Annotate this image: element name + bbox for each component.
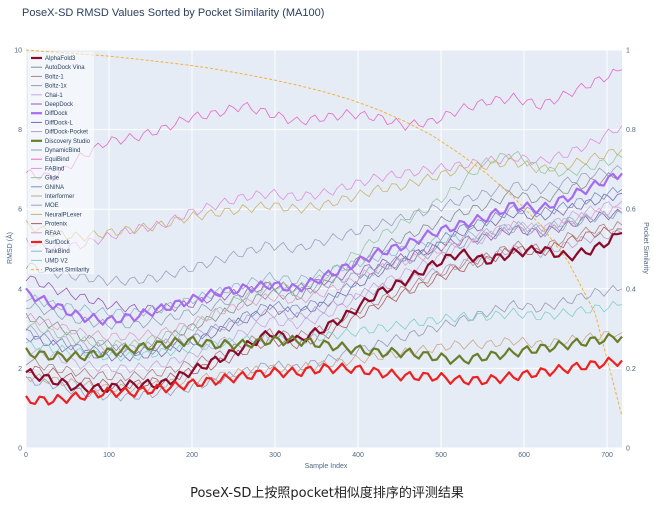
legend-label: RFAA bbox=[45, 231, 61, 237]
y-tick-label: 8 bbox=[18, 127, 22, 134]
legend-label: MOE bbox=[45, 203, 59, 209]
legend-label: Boltz-1x bbox=[45, 84, 67, 90]
legend-label: DeepDock bbox=[45, 102, 74, 108]
legend-label: DiffDock-L bbox=[45, 120, 74, 126]
legend-item[interactable]: DiffDock-Pocket bbox=[31, 130, 88, 136]
y2-tick-label: 0.6 bbox=[626, 207, 636, 214]
chart-svg: PoseX-SD RMSD Values Sorted by Pocket Si… bbox=[5, 7, 649, 470]
y2-tick-label: 0 bbox=[626, 446, 630, 453]
legend-item[interactable]: AlphaFold3 bbox=[31, 56, 76, 62]
legend-label: Glide bbox=[45, 176, 60, 182]
legend-item[interactable]: DiffDock-L bbox=[31, 120, 74, 126]
series-line-neuralplexer bbox=[25, 148, 623, 242]
series-line-glide bbox=[25, 151, 623, 350]
series-line-umd-v2 bbox=[25, 300, 623, 362]
y2-tick-label: 0.2 bbox=[626, 366, 636, 373]
legend-item[interactable]: EquiBind bbox=[31, 157, 69, 163]
x-tick-label: 0 bbox=[24, 452, 28, 459]
tick-labels: 0 100 200 300 400 500 600 700024681000.20.40.60… bbox=[14, 48, 636, 460]
legend-box bbox=[28, 52, 94, 274]
x-tick-label: 200 bbox=[186, 452, 198, 459]
legend-label: SurfDock bbox=[45, 240, 71, 246]
legend-label: Boltz-1 bbox=[45, 74, 64, 80]
series-line-dynamicbind bbox=[25, 210, 623, 330]
legend-label: EquiBind bbox=[45, 157, 69, 163]
legend-label: AutoDock Vina bbox=[45, 65, 85, 71]
plot-area bbox=[26, 50, 622, 448]
legend-item[interactable]: Boltz-1x bbox=[31, 84, 67, 90]
legend-item[interactable]: Protenix bbox=[31, 222, 67, 228]
legend-item[interactable]: MOE bbox=[31, 203, 59, 209]
legend-item[interactable]: Chai-1 bbox=[31, 93, 63, 99]
legend-item[interactable]: GNINA bbox=[31, 185, 64, 191]
legend-label: TankBind bbox=[45, 249, 70, 255]
x-tick-label: 600 bbox=[518, 452, 530, 459]
legend-label: GNINA bbox=[45, 185, 64, 191]
y2-tick-label: 0.8 bbox=[626, 127, 636, 134]
x-tick-label: 500 bbox=[435, 452, 447, 459]
series-line-equibind bbox=[25, 68, 623, 182]
legend-label: Discovery Studio bbox=[45, 139, 91, 145]
y-tick-label: 10 bbox=[14, 48, 22, 55]
series-line-discovery-studio bbox=[25, 332, 623, 365]
legend-label: NeuralPLexer bbox=[45, 212, 82, 218]
series-line-fabind bbox=[25, 125, 623, 253]
y2-tick-label: 0.4 bbox=[626, 286, 636, 293]
legend-item[interactable]: TankBind bbox=[31, 249, 70, 255]
series-line-chai-1 bbox=[25, 200, 623, 374]
legend-item[interactable]: AutoDock Vina bbox=[31, 65, 85, 71]
y-axis-label: RMSD (Å) bbox=[5, 232, 14, 264]
legend-label: Pocket Similarity bbox=[45, 268, 89, 274]
legend-label: UMD V2 bbox=[45, 258, 68, 264]
series-lines bbox=[25, 49, 623, 417]
legend-item[interactable]: FABind bbox=[31, 166, 64, 172]
series-line-boltz-1x bbox=[25, 285, 623, 402]
legend-item[interactable]: Glide bbox=[31, 176, 60, 182]
series-line-pocket-similarity bbox=[25, 49, 623, 417]
legend-item[interactable]: NeuralPLexer bbox=[31, 212, 82, 218]
legend-item[interactable]: DynamicBind bbox=[31, 148, 80, 154]
legend-item[interactable]: Boltz-1 bbox=[31, 74, 64, 80]
x-tick-label: 300 bbox=[269, 452, 281, 459]
legend-label: FABind bbox=[45, 166, 64, 172]
y2-tick-label: 1 bbox=[626, 48, 630, 55]
legend-label: Interformer bbox=[45, 194, 74, 200]
legend-item[interactable]: Interformer bbox=[31, 194, 74, 200]
legend-label: AlphaFold3 bbox=[45, 56, 76, 62]
legend-item[interactable]: DiffDock bbox=[31, 111, 69, 117]
series-line-diffdock bbox=[25, 172, 623, 326]
figure-caption: PoseX-SD上按照pocket相似度排序的评测结果 bbox=[190, 486, 464, 501]
legend[interactable]: AlphaFold3 AutoDock Vina Boltz-1 Boltz-1x Ch… bbox=[28, 52, 94, 274]
legend-item[interactable]: SurfDock bbox=[31, 240, 71, 246]
legend-item[interactable]: RFAA bbox=[31, 231, 61, 237]
chart-title: PoseX-SD RMSD Values Sorted by Pocket Si… bbox=[22, 7, 324, 19]
x-axis-label: Sample Index bbox=[305, 463, 348, 470]
x-tick-label: 400 bbox=[352, 452, 364, 459]
legend-item[interactable]: Discovery Studio bbox=[31, 139, 91, 145]
y-tick-label: 6 bbox=[18, 207, 22, 214]
legend-item[interactable]: DeepDock bbox=[31, 102, 74, 108]
y-tick-label: 2 bbox=[18, 366, 22, 373]
legend-label: Protenix bbox=[45, 222, 67, 228]
series-line-diffdock-l bbox=[25, 192, 623, 362]
series-line-gnina bbox=[25, 187, 623, 358]
legend-label: Chai-1 bbox=[45, 93, 63, 99]
series-line-moe bbox=[25, 165, 623, 286]
series-line-rfaa bbox=[25, 206, 623, 342]
y-tick-label: 4 bbox=[18, 286, 22, 293]
legend-item[interactable]: Pocket Similarity bbox=[31, 268, 89, 274]
y2-axis-label: Pocket Similarity bbox=[642, 222, 649, 274]
x-tick-label: 700 bbox=[601, 452, 613, 459]
legend-label: DynamicBind bbox=[45, 148, 80, 154]
legend-label: DiffDock-Pocket bbox=[45, 130, 88, 136]
grid bbox=[25, 49, 622, 449]
series-line-surfdock bbox=[25, 356, 623, 406]
legend-label: DiffDock bbox=[45, 111, 69, 117]
x-tick-label: 100 bbox=[103, 452, 115, 459]
legend-item[interactable]: UMD V2 bbox=[31, 258, 68, 264]
y-tick-label: 0 bbox=[18, 446, 22, 453]
